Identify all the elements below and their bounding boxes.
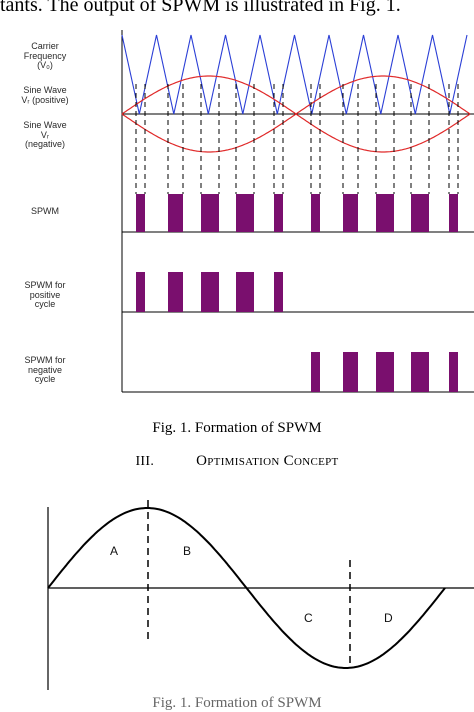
spwm-pulse	[236, 194, 254, 232]
spwm-positive-pulse	[168, 272, 183, 312]
spwm-positive-pulse	[201, 272, 219, 312]
region-d-label: D	[384, 611, 393, 625]
spwm-negative-pulse	[449, 352, 458, 392]
spwm-pulse	[343, 194, 358, 232]
region-a-label: A	[110, 544, 118, 558]
spwm-positive-pulse	[236, 272, 254, 312]
fig2-dashed-markers	[147, 500, 351, 668]
region-c-label: C	[304, 611, 313, 625]
spwm-pulse	[376, 194, 394, 232]
spwm-negative-pulse	[343, 352, 358, 392]
region-b-label: B	[183, 544, 191, 558]
spwm-positive-pulse	[136, 272, 145, 312]
spwm-label: SPWM	[31, 206, 59, 216]
spwm-negative-pulse	[311, 352, 320, 392]
spwm-pulse	[449, 194, 458, 232]
spwm-negative-pulse	[376, 352, 394, 392]
figure2-caption: Fig. 1. Formation of SPWM	[152, 695, 322, 711]
spwm-pulses	[136, 194, 458, 232]
spwm-positive-pulses	[136, 272, 283, 312]
spwm-negative-label: SPWM for negative cycle	[24, 355, 66, 384]
spwm-negative-pulse	[411, 352, 429, 392]
intersection-dashed-lines	[135, 84, 459, 194]
spwm-pulse	[311, 194, 320, 232]
spwm-pulse	[274, 194, 283, 232]
spwm-pulse	[136, 194, 145, 232]
spwm-negative-pulses	[311, 352, 458, 392]
sine-wave-positive	[121, 75, 471, 115]
spwm-positive-pulse	[274, 272, 283, 312]
section-title: Optimisation Concept	[196, 453, 339, 469]
spwm-pulse	[168, 194, 183, 232]
sine-positive-label: Sine Wave Vᵣ (positive)	[21, 85, 69, 105]
carrier-frequency-label: Carrier Frequency (V₀)	[23, 41, 67, 70]
fig2-sine-wave	[47, 507, 446, 669]
sine-wave-negative	[121, 113, 471, 153]
sine-waves	[121, 75, 471, 153]
spwm-pulse	[411, 194, 429, 232]
sine-negative-label: Sine Wave Vᵣ (negative)	[23, 120, 67, 149]
section-number: III.	[135, 454, 155, 469]
spwm-positive-label: SPWM for positive cycle	[24, 280, 66, 309]
figure1-caption: Fig. 1. Formation of SPWM	[152, 420, 322, 436]
body-text-line: tants. The output of SPWM is illustrated…	[0, 0, 401, 16]
section-heading: III. Optimisation Concept	[0, 453, 474, 470]
carrier-wave	[121, 34, 468, 115]
carrier-triangle	[121, 34, 468, 115]
fig2-axes	[47, 507, 474, 690]
spwm-pulse	[201, 194, 219, 232]
